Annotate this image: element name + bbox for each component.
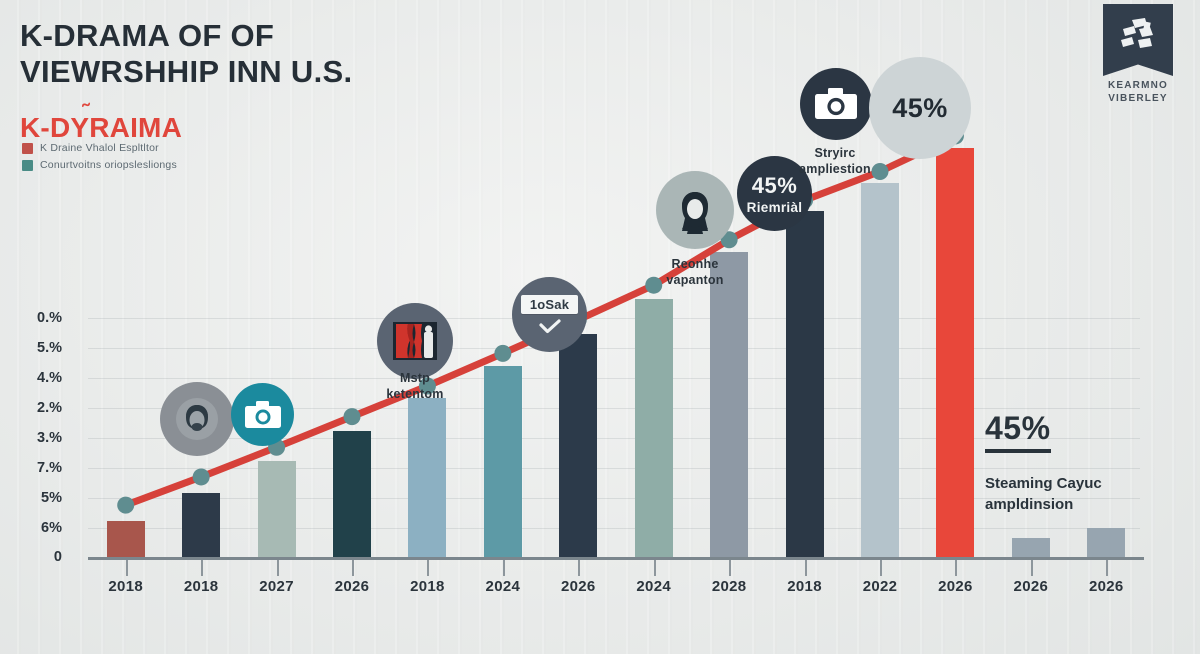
y-axis-tick-8: 0 — [53, 549, 62, 565]
x-axis-tickmark-7 — [653, 560, 656, 576]
x-axis-label-9: 2018 — [787, 578, 822, 595]
person-avatar-glyph — [176, 398, 218, 440]
x-axis-tickmark-8 — [729, 560, 732, 576]
logo-line-2: VIBERLEY — [1108, 92, 1168, 104]
legend-swatch-0 — [22, 142, 33, 154]
bar-12 — [1011, 538, 1050, 557]
bar-7 — [634, 299, 673, 557]
bar-10 — [861, 183, 899, 557]
x-axis-label-2: 2027 — [259, 578, 294, 595]
x-axis-tickmark-1 — [201, 560, 204, 576]
x-axis-tickmark-9 — [804, 560, 807, 576]
right-stat-line-2: ampldinsion — [985, 496, 1074, 513]
theater-label-line-1: Mstp — [400, 371, 430, 385]
bar-1 — [182, 492, 221, 557]
x-axis-tickmark-0 — [125, 560, 128, 576]
x-axis-label-10: 2022 — [862, 578, 898, 595]
camera-dark-label-line-2: ampliestion — [799, 162, 871, 177]
person-right-annotation-label: Reonhe vapanton — [630, 256, 760, 289]
logo-banner-shape — [1103, 4, 1173, 76]
person-avatar-glyph-right — [682, 192, 708, 234]
x-axis-label-11: 2026 — [938, 578, 973, 595]
right-stat-block: 45% Steaming Cayuc ampldinsion — [985, 410, 1185, 513]
x-axis-tickmark-11 — [955, 560, 958, 576]
publisher-logo: KEARMNO VIBERLEY — [1094, 4, 1182, 105]
stat-badge-dark: 45% Riemriàl — [737, 156, 812, 231]
person-avatar-icon — [160, 382, 234, 456]
x-axis-tickmark-2 — [276, 560, 279, 576]
bar-3 — [333, 431, 371, 557]
right-stat-line-1: Steaming Cayuc — [985, 475, 1102, 492]
person-right-label-line-1: Reonhe — [671, 257, 719, 271]
x-axis-tickmark-3 — [352, 560, 354, 576]
check-badge-icon: 1oSak — [512, 277, 587, 352]
camera-glyph-dark — [815, 88, 857, 119]
person-right-label-line-2: vapanton — [666, 273, 724, 288]
logo-line-1: KEARMNO — [1107, 80, 1169, 91]
camera-glyph — [244, 400, 281, 428]
x-axis-label-7: 2024 — [636, 578, 671, 595]
theater-curtain-icon — [377, 303, 453, 379]
theater-annotation-label: Mstp ketentom — [350, 370, 480, 403]
check-glyph — [538, 318, 561, 333]
y-axis-tick-5: 7.% — [37, 460, 62, 476]
x-axis-label-5: 2024 — [485, 578, 521, 595]
x-axis-label-4: 2018 — [410, 578, 445, 595]
x-axis-label-6: 2026 — [560, 578, 596, 595]
camera-icon-dark — [800, 68, 872, 140]
stat-badge-light: 45% — [869, 57, 971, 159]
bar-0 — [106, 521, 145, 557]
y-axis-tick-6: 5% — [41, 490, 62, 506]
title-line-2: VIEWRSHHIP INN U.S. — [20, 54, 353, 90]
x-axis-label-1: 2018 — [183, 578, 219, 595]
y-axis-tick-0: 0.% — [37, 310, 62, 326]
bar-9 — [785, 211, 824, 557]
bar-5 — [483, 366, 522, 557]
title-line-1: K-DRAMA OF OF — [20, 18, 275, 53]
bar-13 — [1087, 528, 1126, 557]
logo-text: KEARMNO VIBERLEY — [1094, 80, 1182, 105]
x-axis-tickmark-5 — [502, 560, 505, 576]
x-axis-label-12: 2026 — [1013, 578, 1049, 595]
y-axis-tick-1: 5.% — [37, 340, 62, 356]
x-axis-label-0: 2018 — [108, 578, 143, 595]
x-axis-label-3: 2026 — [334, 578, 370, 595]
x-axis-label-8: 2028 — [711, 578, 747, 595]
camera-dark-annotation-label: Stryirc ampliestion — [775, 145, 895, 178]
person-avatar-icon-right — [656, 171, 734, 249]
y-axis-tick-7: 6% — [41, 520, 62, 536]
bar-11 — [936, 147, 975, 557]
camera-dark-label-line-1: Stryirc — [814, 146, 856, 160]
bar-8 — [710, 251, 749, 557]
page-title: K-DRAMA OF OF VIEWRSHHIP INN U.S. — [20, 18, 440, 91]
right-stat-value: 45% — [985, 410, 1051, 453]
badge-banner-text: 1oSak — [520, 294, 579, 314]
bar-4 — [408, 397, 447, 557]
y-axis-tick-2: 4.% — [37, 370, 62, 386]
stat-badge-light-value: 45% — [892, 92, 948, 123]
bar-2 — [257, 461, 296, 557]
x-axis-tickmark-6 — [578, 560, 581, 576]
theater-label-line-2: ketentom — [386, 387, 444, 402]
abstract-monogram-icon — [1121, 18, 1153, 48]
x-axis-tickmark-13 — [1106, 560, 1109, 576]
legend-swatch-1 — [22, 159, 33, 171]
stat-badge-dark-sub: Riemriàl — [746, 199, 803, 215]
stat-badge-dark-value: 45% — [751, 172, 798, 198]
y-axis-tick-3: 2.% — [37, 400, 62, 416]
theater-curtain-glyph — [393, 322, 437, 360]
x-axis-tickmark-10 — [880, 560, 882, 576]
x-axis-tickmark-12 — [1030, 560, 1033, 576]
x-axis-tickmark-4 — [427, 560, 430, 576]
bar-6 — [559, 333, 598, 557]
x-axis-label-13: 2026 — [1088, 578, 1124, 595]
x-axis-line — [88, 557, 1144, 560]
camera-icon — [231, 383, 294, 446]
y-axis-tick-4: 3.% — [37, 430, 62, 446]
